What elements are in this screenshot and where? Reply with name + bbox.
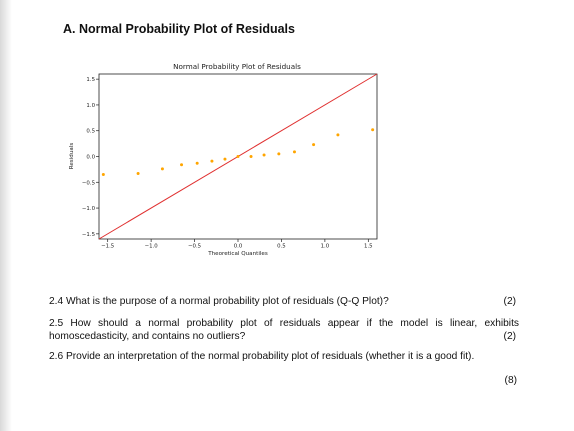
question-2-5: 2.5 How should a normal probability plot…: [49, 318, 519, 343]
qq-plot-figure: Normal Probability Plot of Residuals −1.…: [64, 58, 394, 263]
section-title: A. Normal Probability Plot of Residuals: [63, 22, 295, 36]
y-tick-label: −1.5: [82, 232, 95, 238]
y-tick-label: 1.0: [86, 103, 95, 109]
residual-point: [277, 152, 281, 156]
y-tick-label: −0.5: [82, 180, 95, 186]
y-axis-ticks: −1.5 −1.0 −0.5 0.0 0.5 1.0 1.5: [82, 77, 99, 238]
page-edge-shadow: [0, 0, 12, 431]
y-tick-label: 1.5: [86, 77, 95, 83]
residual-point: [336, 133, 340, 137]
residual-point: [371, 128, 375, 132]
residual-point: [101, 173, 105, 177]
x-tick-label: −0.5: [188, 244, 201, 250]
question-marks: (2): [503, 296, 516, 307]
question-marks: (2): [503, 330, 516, 342]
question-text: 2.5 How should a normal probability plot…: [49, 318, 519, 342]
residual-point: [249, 155, 253, 158]
residual-point: [262, 153, 266, 157]
residual-point: [136, 172, 140, 176]
question-2-4: 2.4 What is the purpose of a normal prob…: [49, 296, 519, 309]
x-tick-label: 0.0: [234, 244, 243, 250]
x-tick-label: 0.5: [277, 244, 286, 250]
residual-point: [236, 155, 240, 158]
chart-title: Normal Probability Plot of Residuals: [173, 62, 301, 71]
residual-point: [210, 159, 214, 163]
question-2-6-marks: (8): [504, 375, 517, 386]
residual-point: [160, 167, 164, 171]
question-text: 2.4 What is the purpose of a normal prob…: [49, 296, 389, 307]
x-tick-label: −1.0: [145, 244, 159, 250]
residual-points: [101, 128, 375, 177]
residual-point: [223, 157, 227, 161]
y-tick-label: −1.0: [82, 206, 96, 212]
y-tick-label: 0.5: [86, 129, 95, 135]
residual-point: [195, 161, 199, 165]
qq-plot-chart: Normal Probability Plot of Residuals −1.…: [69, 62, 378, 257]
question-text: 2.6 Provide an interpretation of the nor…: [49, 351, 475, 362]
x-tick-label: −1.5: [101, 244, 114, 250]
question-2-6: 2.6 Provide an interpretation of the nor…: [49, 351, 519, 364]
x-axis-label: Theoretical Quantiles: [207, 251, 268, 257]
x-tick-label: 1.0: [321, 244, 330, 250]
y-tick-label: 0.0: [86, 155, 95, 161]
x-tick-label: 1.5: [364, 244, 373, 250]
x-axis-ticks: −1.5 −1.0 −0.5 0.0 0.5 1.0 1.5: [101, 239, 373, 250]
residual-point: [292, 150, 296, 154]
residual-point: [180, 163, 184, 167]
y-axis-label: Residuals: [69, 143, 75, 170]
residual-point: [312, 143, 316, 147]
